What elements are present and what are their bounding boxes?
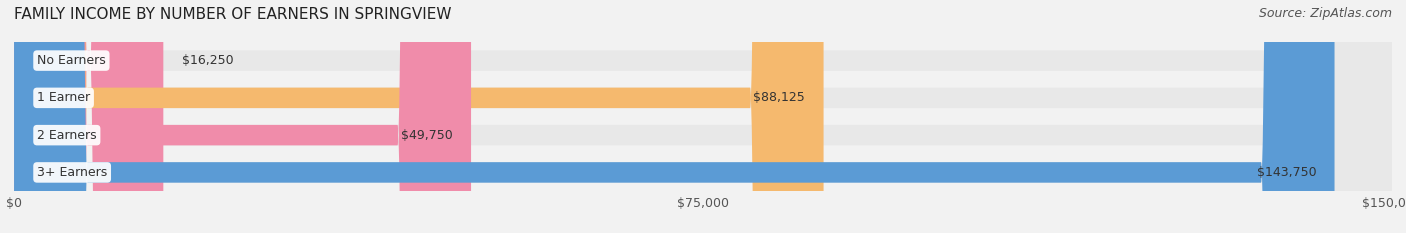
Text: $143,750: $143,750: [1257, 166, 1316, 179]
Text: 3+ Earners: 3+ Earners: [37, 166, 107, 179]
Text: $49,750: $49,750: [401, 129, 453, 142]
Text: Source: ZipAtlas.com: Source: ZipAtlas.com: [1258, 7, 1392, 20]
FancyBboxPatch shape: [14, 0, 1392, 233]
Text: No Earners: No Earners: [37, 54, 105, 67]
FancyBboxPatch shape: [14, 0, 1334, 233]
FancyBboxPatch shape: [14, 0, 471, 233]
FancyBboxPatch shape: [14, 0, 163, 233]
FancyBboxPatch shape: [14, 0, 1392, 233]
FancyBboxPatch shape: [14, 0, 824, 233]
Text: FAMILY INCOME BY NUMBER OF EARNERS IN SPRINGVIEW: FAMILY INCOME BY NUMBER OF EARNERS IN SP…: [14, 7, 451, 22]
FancyBboxPatch shape: [14, 0, 1392, 233]
Text: $88,125: $88,125: [754, 91, 806, 104]
Text: 1 Earner: 1 Earner: [37, 91, 90, 104]
Text: 2 Earners: 2 Earners: [37, 129, 97, 142]
FancyBboxPatch shape: [14, 0, 1392, 233]
Text: $16,250: $16,250: [181, 54, 233, 67]
